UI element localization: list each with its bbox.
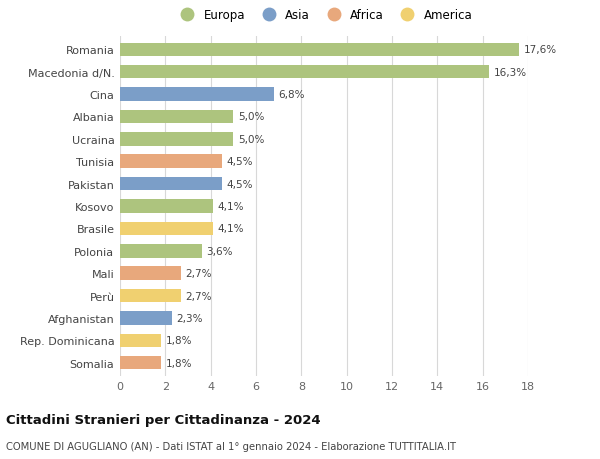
Bar bbox=[120, 356, 161, 369]
Text: 2,7%: 2,7% bbox=[186, 291, 212, 301]
Bar bbox=[120, 133, 233, 146]
Legend: Europa, Asia, Africa, America: Europa, Asia, Africa, America bbox=[173, 6, 475, 24]
Bar bbox=[120, 44, 519, 57]
Bar bbox=[120, 312, 172, 325]
Bar bbox=[120, 334, 161, 347]
Text: 1,8%: 1,8% bbox=[166, 336, 192, 346]
Text: 4,5%: 4,5% bbox=[227, 179, 253, 189]
Text: 6,8%: 6,8% bbox=[278, 90, 305, 100]
Bar bbox=[120, 200, 213, 213]
Bar bbox=[120, 222, 213, 235]
Text: 4,1%: 4,1% bbox=[217, 202, 244, 212]
Text: 4,1%: 4,1% bbox=[217, 224, 244, 234]
Bar bbox=[120, 155, 222, 168]
Text: 1,8%: 1,8% bbox=[166, 358, 192, 368]
Bar bbox=[120, 88, 274, 101]
Bar bbox=[120, 111, 233, 124]
Bar bbox=[120, 178, 222, 191]
Text: COMUNE DI AGUGLIANO (AN) - Dati ISTAT al 1° gennaio 2024 - Elaborazione TUTTITAL: COMUNE DI AGUGLIANO (AN) - Dati ISTAT al… bbox=[6, 441, 456, 451]
Text: 2,3%: 2,3% bbox=[176, 313, 203, 323]
Bar bbox=[120, 289, 181, 302]
Text: 5,0%: 5,0% bbox=[238, 134, 264, 145]
Text: 4,5%: 4,5% bbox=[227, 157, 253, 167]
Text: 17,6%: 17,6% bbox=[523, 45, 557, 55]
Text: 3,6%: 3,6% bbox=[206, 246, 233, 256]
Text: 16,3%: 16,3% bbox=[494, 67, 527, 78]
Text: 5,0%: 5,0% bbox=[238, 112, 264, 122]
Text: 2,7%: 2,7% bbox=[186, 269, 212, 279]
Bar bbox=[120, 267, 181, 280]
Text: Cittadini Stranieri per Cittadinanza - 2024: Cittadini Stranieri per Cittadinanza - 2… bbox=[6, 413, 320, 426]
Bar bbox=[120, 66, 490, 79]
Bar bbox=[120, 245, 202, 258]
